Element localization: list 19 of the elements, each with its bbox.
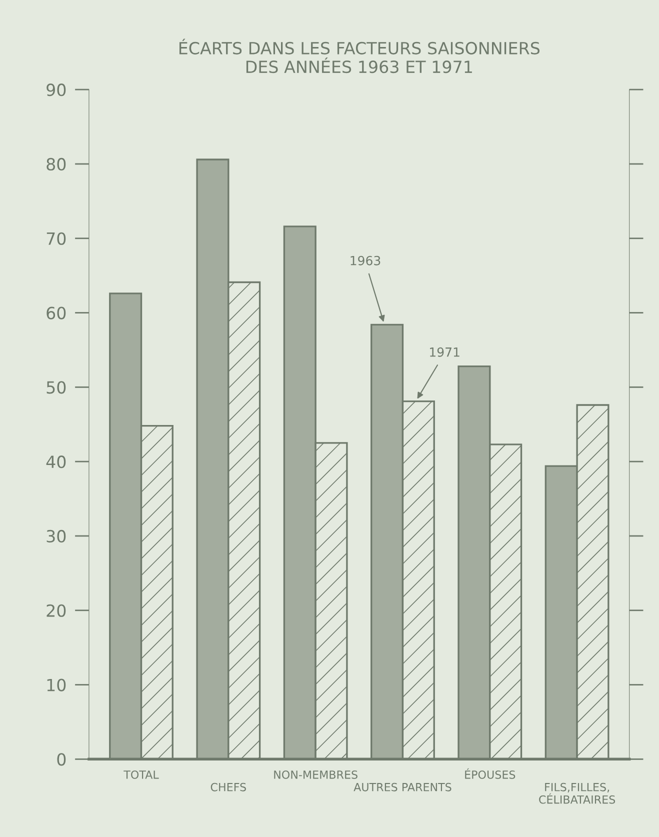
x-tick-label: ÉPOUSES bbox=[465, 768, 516, 779]
y-tick-label: 80 bbox=[46, 158, 66, 171]
x-tick-label: NON-MEMBRES bbox=[274, 770, 358, 779]
x-tick-label: TOTAL bbox=[124, 770, 159, 779]
y-tick-label: 30 bbox=[46, 530, 66, 543]
y-tick-label: 70 bbox=[46, 232, 66, 245]
y-tick-label: 0 bbox=[57, 753, 66, 766]
y-tick-label: 20 bbox=[46, 604, 66, 617]
x-tick-label: FILS,FILLES, CÉLIBATAIRES bbox=[539, 782, 616, 804]
text: 1963 bbox=[350, 256, 380, 266]
y-tick-label: 40 bbox=[46, 456, 66, 468]
x-tick-label: AUTRES PARENTS bbox=[354, 782, 452, 792]
y-tick-label: 60 bbox=[46, 306, 66, 320]
y-tick-label: 50 bbox=[46, 381, 66, 394]
chart-title: ÉCARTS DANS LES FACTEURS SAISONNIERS DES ANNÉES 1963 ET 1971 bbox=[179, 38, 540, 74]
x-tick-label: CHEFS bbox=[210, 782, 246, 792]
y-tick-label: 10 bbox=[47, 678, 66, 692]
y-tick-label: 90 bbox=[46, 84, 66, 96]
text: 1971 bbox=[430, 347, 460, 357]
